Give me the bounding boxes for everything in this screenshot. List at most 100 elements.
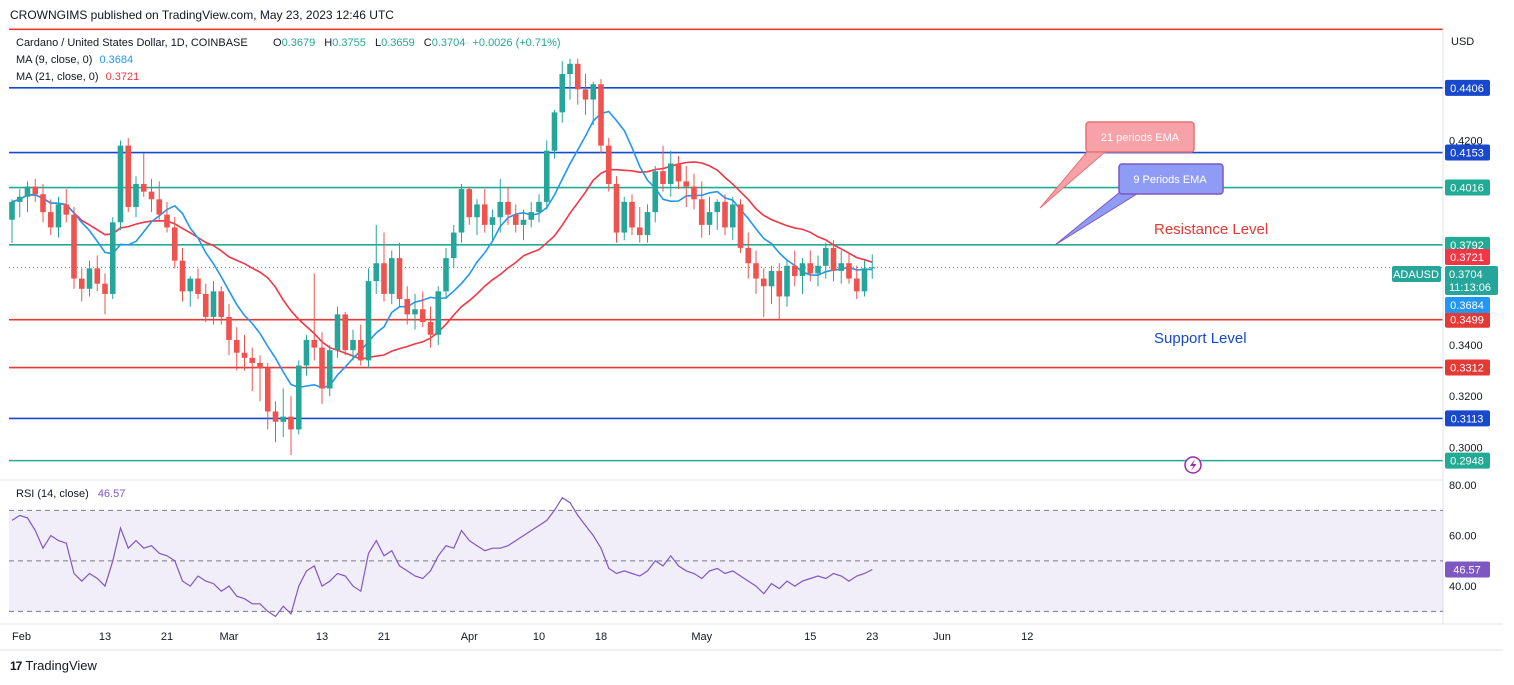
candle-body	[830, 247, 837, 271]
candle	[156, 181, 163, 220]
level-price-label: 0.4153	[1450, 148, 1484, 160]
candle	[443, 247, 449, 300]
ohlc-high-key: H	[324, 37, 332, 49]
rsi-legend-label: RSI (14, close)	[16, 488, 89, 500]
candle	[698, 181, 705, 238]
candle-body	[404, 299, 411, 315]
candle	[427, 306, 434, 348]
candle	[16, 189, 23, 218]
candle	[40, 183, 46, 223]
candle-body	[815, 265, 821, 274]
candle	[551, 109, 558, 159]
candle	[567, 58, 573, 100]
candle-body	[760, 278, 767, 287]
candle-body	[388, 258, 395, 294]
candle	[342, 311, 349, 356]
candle	[667, 150, 674, 197]
candle-body	[264, 368, 271, 412]
ma21-line	[11, 161, 873, 361]
candle-body	[706, 212, 713, 225]
candle-body	[171, 227, 178, 261]
candle-body	[117, 145, 124, 223]
candle-body	[458, 189, 465, 233]
annotations: 21 periods EMA 9 Periods EMA Resistance Le…	[1039, 121, 1268, 347]
ema9-callout-text: 9 Periods EMA	[1133, 174, 1207, 186]
candle-body	[288, 416, 294, 430]
candle-body	[326, 350, 333, 389]
legend-symbol: Cardano / United States Dollar, 1D, COIN…	[16, 37, 248, 49]
candle	[326, 345, 333, 397]
svg-text:MA (9, close, 0) 0.3684: MA (9, close, 0) 0.3684	[16, 54, 133, 66]
candle	[605, 137, 612, 192]
candle-body	[745, 247, 752, 264]
alert-icon[interactable]	[1184, 456, 1202, 474]
candles-group	[9, 58, 876, 455]
ma21-legend-label: MA (21, close, 0)	[16, 71, 99, 83]
candle-body	[784, 265, 790, 297]
candle	[388, 250, 395, 305]
candle-body	[24, 186, 31, 197]
price-axis: 0.4200 0.3400 0.3200 0.3000 0.3721 ADAUSD 0.37…	[1392, 28, 1498, 624]
candle	[210, 281, 217, 325]
level-price-tag: 0.4153	[1445, 144, 1490, 161]
price-pane[interactable]	[9, 28, 1443, 478]
candle-body	[109, 222, 116, 294]
ohlc-open-key: O	[273, 37, 282, 49]
level-price-tag: 0.3792	[1445, 236, 1490, 253]
candle-body	[133, 183, 139, 207]
candle	[652, 166, 659, 223]
candle-body	[16, 196, 23, 202]
candle-body	[512, 214, 519, 225]
candle	[295, 360, 302, 435]
candle	[226, 304, 232, 356]
candle-body	[613, 183, 620, 233]
candle-body	[543, 150, 550, 202]
candle-body	[210, 291, 217, 317]
candle	[799, 258, 806, 294]
ma21-price-label: 0.3721	[1450, 252, 1484, 264]
candle	[636, 206, 643, 243]
symbol-tag-label: ADAUSD	[1393, 269, 1439, 281]
candle-body	[373, 263, 380, 282]
candle	[419, 291, 426, 328]
candle	[683, 166, 690, 207]
countdown-label: 11:13:06	[1449, 282, 1491, 294]
candle-body	[869, 267, 876, 269]
candle-body	[838, 263, 845, 271]
candle	[869, 254, 876, 279]
candle-body	[520, 219, 527, 225]
candle	[760, 268, 767, 317]
candle-body	[396, 258, 403, 300]
candle	[706, 196, 713, 236]
candle-body	[776, 270, 783, 297]
candle	[280, 388, 287, 438]
candle	[109, 217, 116, 300]
candle	[621, 196, 628, 241]
level-price-tag: 0.3312	[1445, 359, 1490, 376]
rsi-tick-label: 40.00	[1449, 581, 1477, 593]
candle-body	[40, 194, 46, 213]
candle-body	[94, 268, 101, 284]
candle-body	[489, 217, 496, 225]
time-tick-label: 12	[1021, 631, 1033, 643]
candle-body	[505, 201, 511, 215]
ohlc-close-value: 0.3704	[432, 37, 466, 49]
candle	[94, 255, 101, 292]
candle-body	[753, 263, 759, 279]
candle-body	[71, 214, 77, 279]
candle	[32, 178, 39, 202]
legend: Cardano / United States Dollar, 1D, COIN…	[16, 37, 561, 500]
candle	[528, 201, 535, 228]
candle-body	[683, 181, 690, 187]
candle-body	[202, 293, 209, 317]
candle	[489, 209, 496, 241]
candle	[63, 189, 70, 223]
candle-body	[272, 411, 279, 422]
candle-body	[629, 201, 635, 228]
candle-body	[427, 322, 434, 335]
level-price-tag: 0.2948	[1445, 452, 1490, 469]
price-tick-label: 0.3200	[1449, 391, 1483, 403]
candle	[164, 201, 170, 233]
candle-body	[233, 339, 240, 353]
